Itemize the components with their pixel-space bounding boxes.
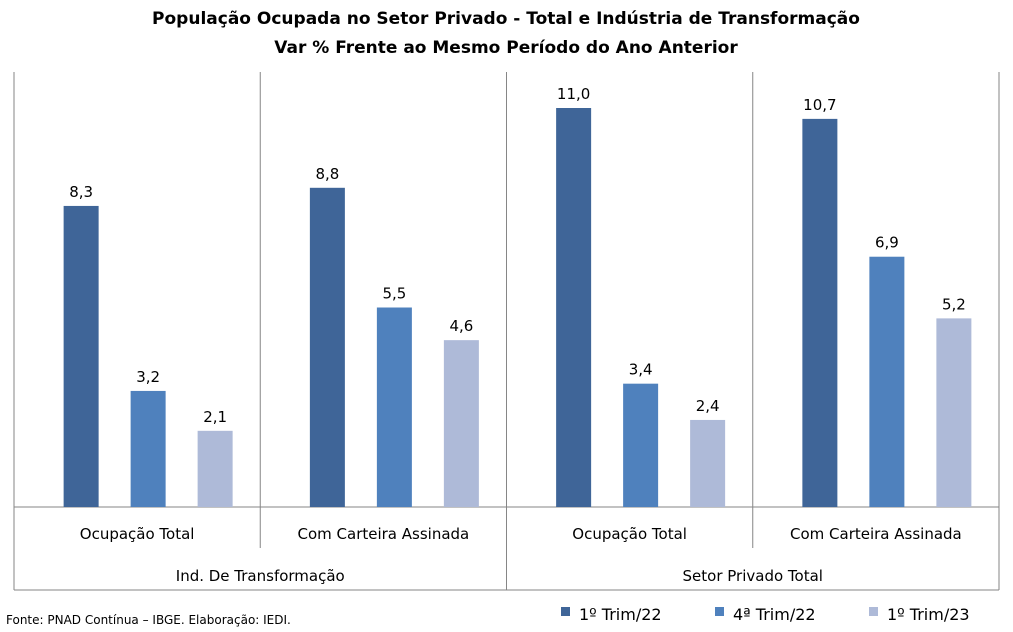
data-label: 3,2 [136,368,160,386]
data-label: 11,0 [557,85,590,103]
bar [802,118,838,507]
bar [309,187,345,508]
category-label: Ocupação Total [80,525,195,543]
bar [936,318,972,507]
group-label: Ind. De Transformação [176,567,345,585]
legend-swatch [715,607,724,616]
data-label: 2,1 [203,408,227,426]
chart-title: População Ocupada no Setor Privado - Tot… [152,9,860,29]
bar [443,340,479,507]
category-label: Com Carteira Assinada [790,525,962,543]
bar [690,419,726,507]
bar [376,307,412,507]
data-label: 8,8 [315,165,339,183]
plot-frame [13,72,1000,591]
bar [63,205,99,507]
legend-swatch [561,607,570,616]
bar [869,256,905,507]
legend-swatch [869,607,878,616]
bar [197,430,233,507]
legend: 1º Trim/22 4ª Trim/22 1º Trim/23 [561,605,970,624]
data-label: 2,4 [696,397,720,415]
category-label: Com Carteira Assinada [298,525,470,543]
group-label: Setor Privado Total [683,567,823,585]
legend-label: 1º Trim/22 [579,605,662,624]
data-label: 3,4 [629,361,653,379]
category-labels: Ocupação Total Com Carteira Assinada Ind. … [80,525,962,585]
legend-label: 4ª Trim/22 [733,605,816,624]
source-note: Fonte: PNAD Contínua – IBGE. Elaboração:… [6,613,291,627]
data-label: 4,6 [449,317,473,335]
data-label: 5,5 [382,285,406,303]
data-label: 6,9 [875,234,899,252]
bar [130,390,166,507]
data-label: 10,7 [803,96,836,114]
data-label: 8,3 [69,183,93,201]
data-label: 5,2 [942,295,966,313]
legend-label: 1º Trim/23 [887,605,970,624]
bar [556,108,592,507]
bar [623,383,659,507]
chart-subtitle: Var % Frente ao Mesmo Período do Ano Ant… [274,38,738,58]
bars-layer: 8,3 3,2 2,1 8,8 5,5 4,6 11,0 3,4 2,4 10,7 6,9 5,2 [63,85,972,508]
category-label: Ocupação Total [572,525,687,543]
